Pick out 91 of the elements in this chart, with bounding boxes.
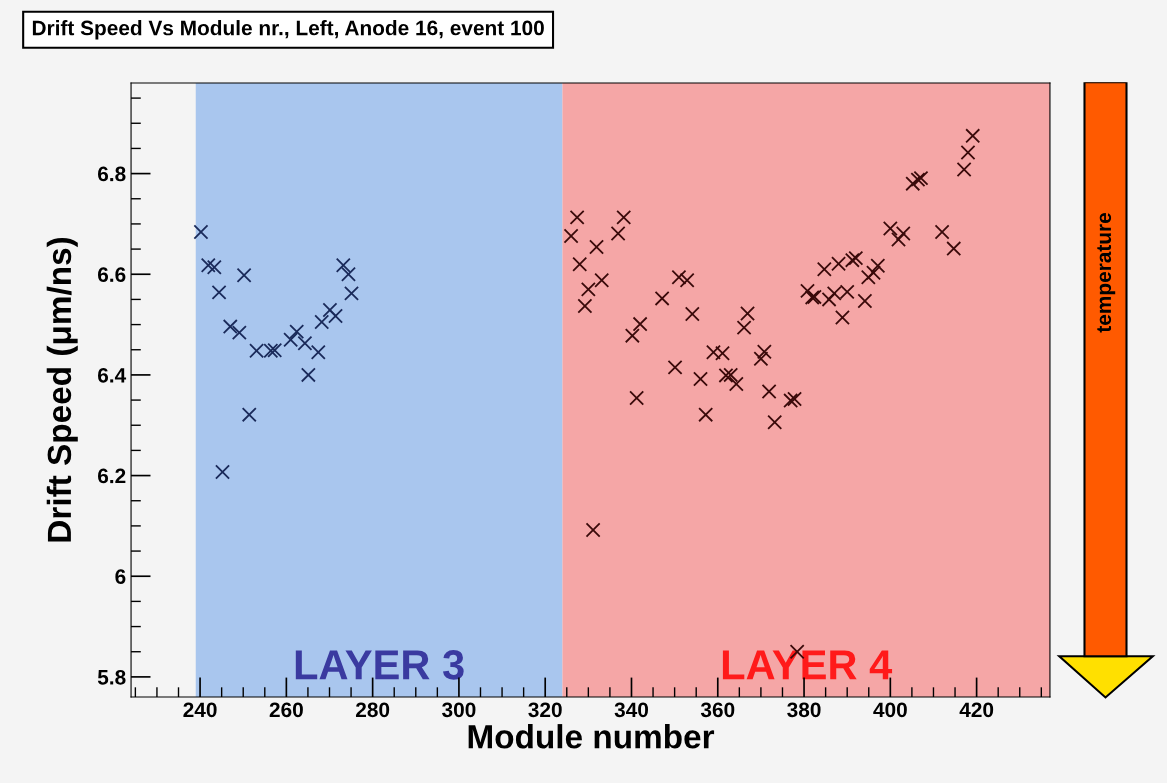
point [891,232,907,248]
point [965,128,981,144]
point [767,414,783,430]
point [870,258,886,274]
y-axis-title: Drift Speed (μm/ns) [46,237,78,542]
point [594,272,610,288]
point [723,367,739,383]
x-tick-label: 240 [183,702,217,718]
point [882,220,898,236]
point [857,293,873,309]
point [895,225,911,241]
point [632,316,648,332]
band-label: LAYER 3 [295,650,464,680]
point [736,320,752,336]
point [667,359,683,375]
point [740,306,756,322]
x-tick-label: 380 [787,702,821,718]
point [231,325,247,341]
x-tick-label: 420 [959,702,994,718]
point [572,256,588,272]
y-tick-label: 6.2 [98,468,126,484]
y-tick-label: 6.4 [98,367,127,383]
point [816,261,832,277]
point [629,390,645,406]
point [834,310,850,326]
point [206,259,222,275]
y-tick-label: 6.8 [98,166,126,182]
x-tick-label: 260 [269,702,303,718]
point [222,319,238,335]
point [267,342,283,358]
point [314,314,330,330]
point [589,239,605,255]
point [960,144,976,160]
point [616,209,632,225]
x-tick-label: 320 [528,702,562,718]
point [787,391,803,407]
point [577,298,593,314]
point [718,367,734,383]
point [956,162,972,178]
point [300,367,316,383]
chart-title: Drift Speed Vs Module nr., Left, Anode 16, event 100 [32,20,544,40]
point [684,306,700,322]
point [569,209,585,225]
point [236,267,252,283]
point [241,407,257,423]
point [715,345,731,361]
x-tick-label: 280 [355,702,390,718]
x-tick-label: 300 [442,702,476,718]
point [344,285,359,301]
point [698,407,714,423]
point [310,344,326,360]
x-tick-label: 400 [873,702,907,718]
y-tick-label: 6.6 [98,267,126,283]
point [322,302,338,318]
point [580,281,596,297]
y-tick-label: 5.8 [97,669,126,685]
point [934,224,950,240]
point [728,376,744,392]
point [624,328,640,344]
point [610,225,626,241]
point [905,176,921,192]
point [200,257,216,273]
point [848,250,864,266]
point [585,522,601,538]
point [654,290,670,306]
point [328,308,344,324]
point [783,393,799,409]
text: temperature [1097,212,1116,333]
y-tick-label: 6 [115,569,126,584]
point [335,257,351,273]
point [193,224,209,240]
point [866,265,881,281]
band-label: LAYER 4 [722,650,893,680]
point [563,228,579,244]
point [679,272,695,288]
x-tick-label: 340 [614,702,649,718]
point [340,266,356,282]
point [289,324,305,340]
point [671,269,687,285]
point [761,384,777,400]
point [693,371,709,387]
point [211,284,227,300]
x-axis-title: Module number [468,724,715,749]
point [756,344,772,360]
point [215,464,231,480]
point [753,351,769,367]
point [860,269,876,285]
point [705,344,721,360]
x-tick-label: 360 [700,702,735,718]
point [946,241,962,257]
point [800,283,815,299]
